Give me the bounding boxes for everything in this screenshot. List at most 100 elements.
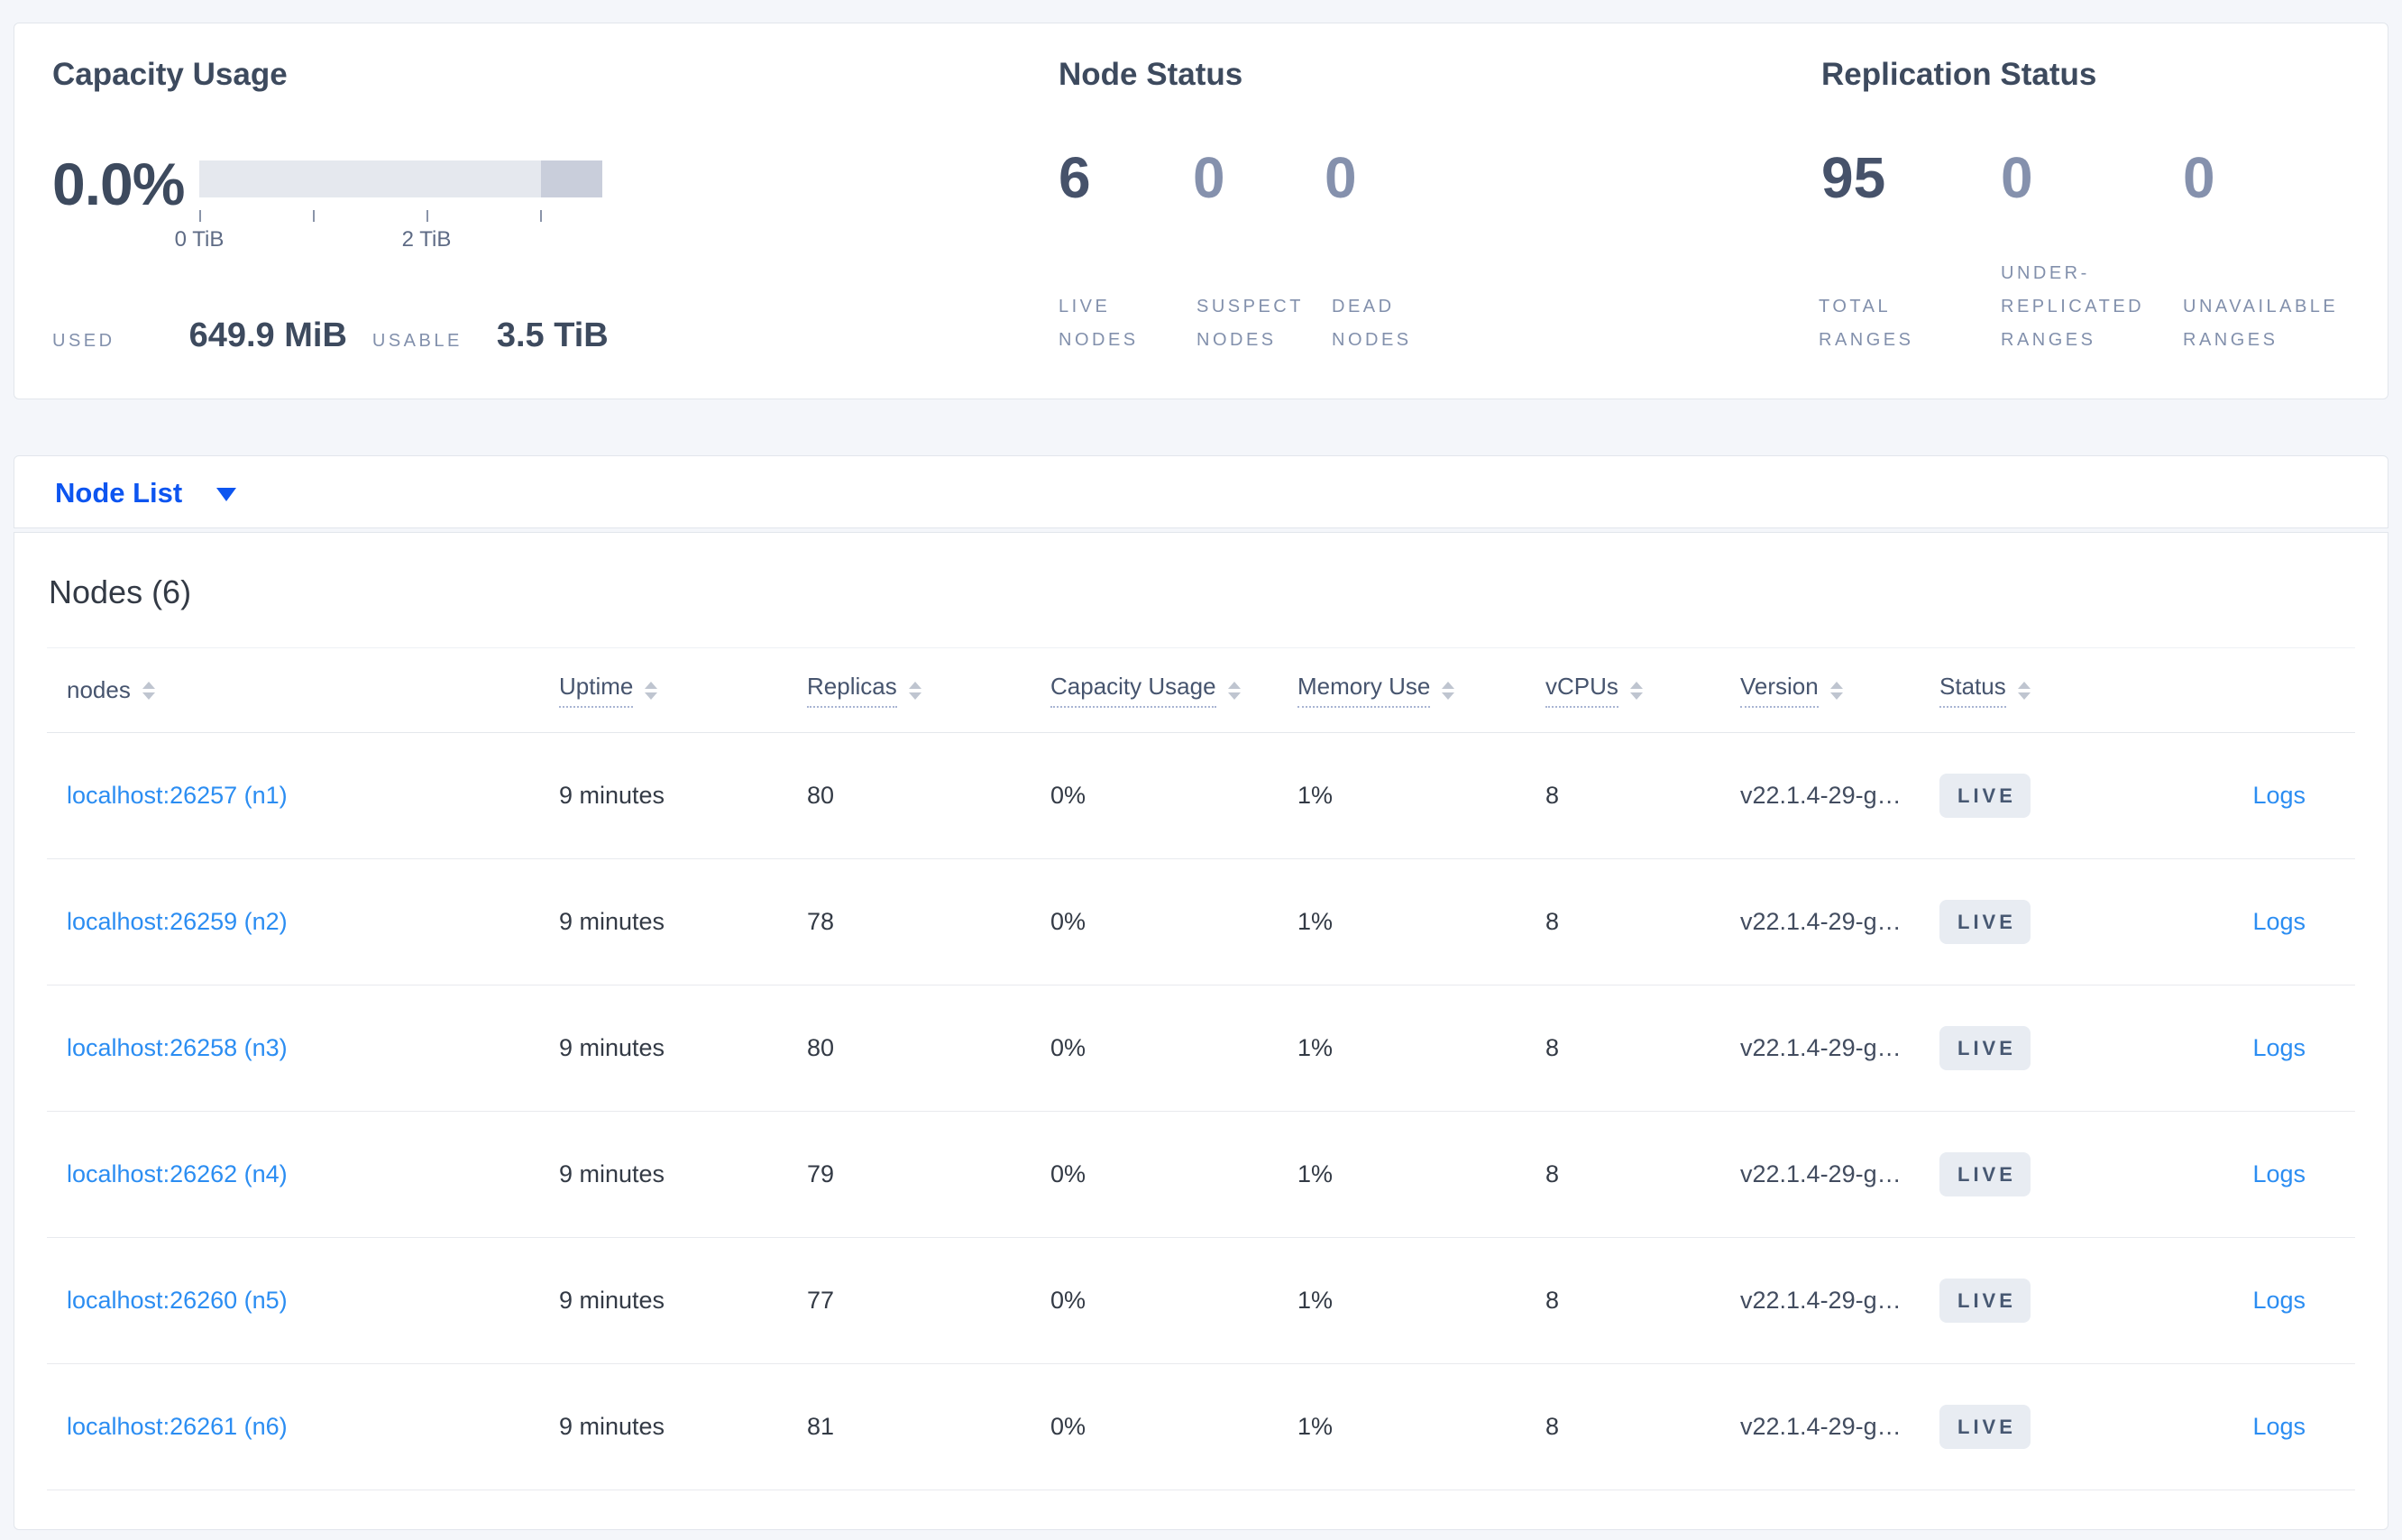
capacity-summary: USED 649.9 MiB USABLE 3.5 TiB bbox=[52, 316, 609, 355]
node-list-dropdown[interactable]: Node List bbox=[55, 456, 237, 529]
node-list-dropdown-label: Node List bbox=[55, 476, 183, 509]
column-header-status[interactable]: Status bbox=[1939, 673, 2138, 708]
replicas-cell: 79 bbox=[807, 1160, 835, 1187]
suspect-nodes-count: 0 bbox=[1193, 145, 1225, 210]
divider bbox=[47, 1237, 2355, 1238]
view-selector-bar: Node List bbox=[14, 455, 2388, 528]
divider bbox=[47, 1111, 2355, 1112]
replicas-cell: 80 bbox=[807, 1034, 835, 1061]
column-header-capacity-usage[interactable]: Capacity Usage bbox=[1050, 673, 1297, 708]
logs-link[interactable]: Logs bbox=[2252, 1160, 2306, 1187]
node-link[interactable]: localhost:26262 (n4) bbox=[67, 1160, 288, 1187]
status-badge: LIVE bbox=[1939, 1152, 2031, 1196]
capacity-cell: 0% bbox=[1050, 1034, 1086, 1061]
sort-icon bbox=[1442, 681, 1455, 700]
axis-tick-label: 0 TiB bbox=[174, 227, 225, 252]
node-link[interactable]: localhost:26261 (n6) bbox=[67, 1413, 288, 1440]
sort-icon bbox=[645, 681, 658, 700]
divider bbox=[47, 732, 2355, 733]
logs-link[interactable]: Logs bbox=[2252, 1287, 2306, 1314]
uptime-cell: 9 minutes bbox=[559, 1287, 665, 1314]
dead-nodes-label: DEAD NODES bbox=[1332, 297, 1412, 350]
version-cell: v22.1.4-29-g… bbox=[1740, 908, 1902, 935]
dead-nodes-count: 0 bbox=[1325, 145, 1357, 210]
capacity-bar-segment bbox=[541, 160, 602, 197]
capacity-cell: 0% bbox=[1050, 1413, 1086, 1440]
nodes-table-card: Nodes (6) nodes Uptime Replicas Capacity… bbox=[14, 532, 2388, 1530]
column-header-version[interactable]: Version bbox=[1740, 673, 1939, 708]
sort-icon bbox=[1829, 681, 1843, 700]
memory-cell: 1% bbox=[1297, 782, 1334, 809]
chevron-down-icon bbox=[216, 488, 237, 501]
axis-tick-label: 2 TiB bbox=[401, 227, 452, 252]
vcpus-cell: 8 bbox=[1545, 908, 1560, 935]
capacity-cell: 0% bbox=[1050, 1160, 1086, 1187]
column-header-vcpus[interactable]: vCPUs bbox=[1545, 673, 1740, 708]
replication-status-title: Replication Status bbox=[1821, 57, 2097, 92]
sort-icon bbox=[1227, 681, 1241, 700]
capacity-used-percent: 0.0% bbox=[52, 151, 185, 217]
memory-cell: 1% bbox=[1297, 1413, 1334, 1440]
column-header-uptime[interactable]: Uptime bbox=[559, 673, 807, 708]
replicas-cell: 78 bbox=[807, 908, 835, 935]
status-badge: LIVE bbox=[1939, 1279, 2031, 1323]
capacity-cell: 0% bbox=[1050, 1287, 1086, 1314]
table-row: localhost:26259 (n2) 9 minutes 78 0% 1% … bbox=[14, 859, 2388, 985]
vcpus-cell: 8 bbox=[1545, 1413, 1560, 1440]
version-cell: v22.1.4-29-g… bbox=[1740, 1287, 1902, 1314]
sort-icon bbox=[1629, 681, 1643, 700]
table-row: localhost:26260 (n5) 9 minutes 77 0% 1% … bbox=[14, 1238, 2388, 1363]
logs-link[interactable]: Logs bbox=[2252, 908, 2306, 935]
table-row: localhost:26257 (n1) 9 minutes 80 0% 1% … bbox=[14, 733, 2388, 858]
used-value: 649.9 MiB bbox=[188, 316, 347, 354]
suspect-nodes-label: SUSPECT NODES bbox=[1196, 297, 1304, 350]
divider bbox=[47, 858, 2355, 859]
axis-tick bbox=[199, 210, 201, 222]
memory-cell: 1% bbox=[1297, 1160, 1334, 1187]
vcpus-cell: 8 bbox=[1545, 782, 1560, 809]
status-badge: LIVE bbox=[1939, 774, 2031, 818]
live-nodes-label: LIVE NODES bbox=[1059, 297, 1139, 350]
column-header-memory-use[interactable]: Memory Use bbox=[1297, 673, 1545, 708]
axis-tick bbox=[426, 210, 428, 222]
vcpus-cell: 8 bbox=[1545, 1287, 1560, 1314]
version-cell: v22.1.4-29-g… bbox=[1740, 1413, 1902, 1440]
uptime-cell: 9 minutes bbox=[559, 1413, 665, 1440]
replicas-cell: 80 bbox=[807, 782, 835, 809]
version-cell: v22.1.4-29-g… bbox=[1740, 782, 1902, 809]
divider bbox=[47, 1363, 2355, 1364]
usable-label: USABLE bbox=[371, 331, 463, 351]
capacity-usage-title: Capacity Usage bbox=[52, 57, 288, 92]
node-link[interactable]: localhost:26257 (n1) bbox=[67, 782, 288, 809]
capacity-bar-track bbox=[199, 160, 602, 197]
node-link[interactable]: localhost:26258 (n3) bbox=[67, 1034, 288, 1061]
version-cell: v22.1.4-29-g… bbox=[1740, 1034, 1902, 1061]
node-link[interactable]: localhost:26259 (n2) bbox=[67, 908, 288, 935]
uptime-cell: 9 minutes bbox=[559, 1034, 665, 1061]
vcpus-cell: 8 bbox=[1545, 1160, 1560, 1187]
logs-link[interactable]: Logs bbox=[2252, 1413, 2306, 1440]
replicas-cell: 81 bbox=[807, 1413, 835, 1440]
column-header-nodes[interactable]: nodes bbox=[67, 676, 559, 704]
unavailable-ranges-count: 0 bbox=[2183, 145, 2215, 210]
capacity-cell: 0% bbox=[1050, 782, 1086, 809]
capacity-usage-bar: 0 TiB 2 TiB bbox=[175, 160, 602, 260]
node-link[interactable]: localhost:26260 (n5) bbox=[67, 1287, 288, 1314]
node-status-title: Node Status bbox=[1059, 57, 1243, 92]
logs-link[interactable]: Logs bbox=[2252, 1034, 2306, 1061]
uptime-cell: 9 minutes bbox=[559, 908, 665, 935]
total-ranges-count: 95 bbox=[1821, 145, 1886, 210]
uptime-cell: 9 minutes bbox=[559, 782, 665, 809]
cluster-summary-panel: Capacity Usage 0.0% 0 TiB 2 TiB USED 649… bbox=[14, 23, 2388, 399]
memory-cell: 1% bbox=[1297, 908, 1334, 935]
nodes-table-header: nodes Uptime Replicas Capacity Usage Mem… bbox=[14, 648, 2388, 732]
uptime-cell: 9 minutes bbox=[559, 1160, 665, 1187]
sort-icon bbox=[2017, 681, 2031, 700]
live-nodes-count: 6 bbox=[1059, 145, 1091, 210]
column-header-replicas[interactable]: Replicas bbox=[807, 673, 1050, 708]
nodes-table-title: Nodes (6) bbox=[49, 573, 192, 610]
under-replicated-ranges-label: UNDER-REPLICATED RANGES bbox=[2001, 263, 2145, 350]
logs-link[interactable]: Logs bbox=[2252, 782, 2306, 809]
capacity-cell: 0% bbox=[1050, 908, 1086, 935]
used-label: USED bbox=[52, 331, 115, 351]
